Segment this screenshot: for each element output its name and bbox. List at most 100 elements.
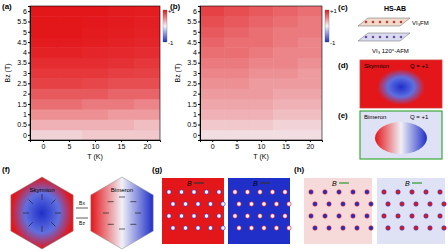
layer-label: VI₃FM	[412, 20, 429, 26]
colorbar	[325, 10, 329, 42]
y-tick: 2.5	[17, 80, 30, 87]
texture-dot	[171, 202, 175, 206]
y-tick: 3	[23, 70, 30, 77]
atom	[386, 21, 389, 24]
texture-dot	[179, 214, 183, 218]
cell	[134, 68, 160, 79]
texture-dot	[341, 202, 345, 206]
cell	[200, 58, 225, 69]
cell	[273, 119, 298, 130]
y-tick-mark	[198, 32, 200, 33]
y-tick-label: 1	[193, 111, 197, 118]
spin-arrow	[103, 213, 109, 214]
cell	[200, 119, 225, 130]
y-tick-label: 2	[23, 90, 27, 97]
x-axis: 05101520	[31, 140, 161, 150]
cell	[298, 58, 322, 69]
cell	[224, 130, 249, 140]
colorbar-tick-label: +1	[330, 8, 338, 14]
panel-label: (a)	[2, 2, 12, 11]
cell	[200, 27, 225, 38]
texture-dot	[204, 190, 208, 194]
cell	[108, 37, 135, 48]
texture-dot	[341, 226, 345, 230]
texture-dot	[365, 190, 369, 194]
texture-dot	[287, 202, 291, 206]
texture-dot	[351, 214, 355, 218]
cell	[30, 109, 57, 120]
cell	[82, 78, 109, 89]
y-tick: 0	[193, 132, 200, 139]
field-arrow	[339, 182, 349, 183]
cell	[224, 88, 249, 99]
spin-arrow	[119, 197, 125, 198]
texture-dot	[167, 190, 171, 194]
y-tick: 2.5	[187, 80, 200, 87]
x-axis-title: T (K)	[253, 153, 268, 161]
field-arrow	[76, 208, 88, 209]
cell	[200, 6, 225, 17]
texture-dot	[386, 202, 390, 206]
texture-box	[162, 178, 224, 244]
cell	[224, 68, 249, 79]
cell	[298, 99, 322, 110]
texture-dot	[400, 226, 404, 230]
y-tick-mark	[198, 63, 200, 64]
cell	[249, 119, 274, 130]
texture-dot	[369, 202, 373, 206]
cell	[56, 99, 83, 110]
y-tick-mark	[198, 52, 200, 53]
cell	[200, 78, 225, 89]
spin-arrow	[108, 201, 114, 202]
cell	[273, 78, 298, 89]
cell	[56, 119, 83, 130]
texture-dot	[313, 202, 317, 206]
y-tick: 1.5	[187, 101, 200, 108]
field-label: Bx	[79, 200, 85, 206]
texture-dot	[442, 202, 446, 206]
cell	[273, 47, 298, 58]
y-tick-label: 0.5	[17, 121, 27, 128]
texture-dot	[204, 214, 208, 218]
y-tick-mark	[198, 104, 200, 105]
texture-dot	[217, 214, 221, 218]
y-axis: 00.511.522.533.544.555.56	[187, 7, 200, 141]
cell	[30, 16, 57, 27]
cell	[82, 130, 109, 140]
texture-dot	[249, 202, 253, 206]
x-tick: 20	[144, 140, 152, 150]
panel-label: (e)	[338, 111, 348, 120]
y-tick-label: 1.5	[187, 101, 197, 108]
cell	[273, 99, 298, 110]
field-label: B	[253, 180, 258, 187]
layer	[358, 18, 410, 26]
plot-frame	[30, 6, 160, 140]
cell	[200, 16, 225, 27]
cell	[298, 16, 322, 27]
texture-dot	[414, 202, 418, 206]
texture-name: Bimeron	[364, 114, 386, 120]
x-tick: 15	[118, 140, 126, 150]
panel-label: (g)	[152, 165, 163, 174]
y-tick-label: 6	[193, 8, 197, 15]
cell	[108, 109, 135, 120]
cell	[249, 47, 274, 58]
cell	[249, 27, 274, 38]
spin-arrow	[130, 224, 136, 225]
texture-dot	[438, 190, 442, 194]
cell	[200, 37, 225, 48]
layer-label: VI₃ 120°-AFM	[372, 48, 409, 54]
texture-charge: Q = +1	[410, 114, 429, 120]
texture-dot	[274, 202, 278, 206]
cell	[273, 109, 298, 120]
y-tick-label: 5.5	[187, 18, 197, 25]
cell	[56, 27, 83, 38]
x-tick-label: 20	[306, 143, 314, 150]
texture-dot	[249, 226, 253, 230]
hexagon	[91, 177, 153, 249]
texture-dot	[327, 226, 331, 230]
layer	[358, 33, 410, 41]
atom	[365, 21, 368, 24]
y-tick-mark	[198, 11, 200, 12]
cell	[82, 27, 109, 38]
